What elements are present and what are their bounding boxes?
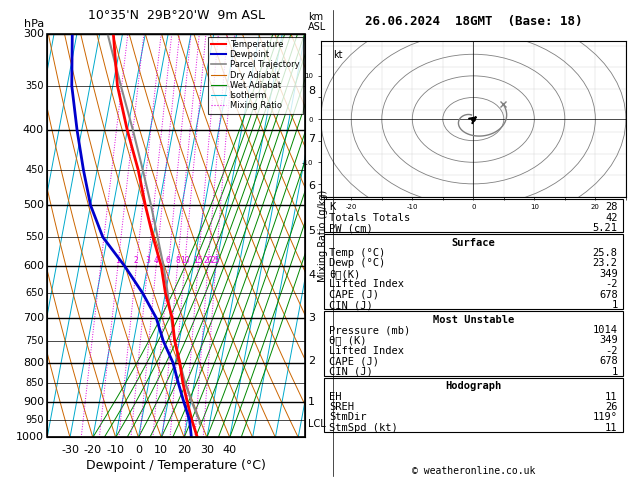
Text: 650: 650 bbox=[26, 288, 44, 298]
Text: 1: 1 bbox=[611, 300, 618, 310]
Text: PW (cm): PW (cm) bbox=[329, 223, 373, 233]
Text: 1: 1 bbox=[611, 367, 618, 377]
Text: 6: 6 bbox=[308, 181, 315, 191]
Text: 349: 349 bbox=[599, 335, 618, 346]
Text: K: K bbox=[329, 202, 335, 212]
Text: 7: 7 bbox=[308, 134, 315, 144]
Text: 3: 3 bbox=[145, 256, 150, 265]
Text: 23.2: 23.2 bbox=[593, 259, 618, 268]
Text: 2: 2 bbox=[134, 256, 138, 265]
Text: Dewpoint / Temperature (°C): Dewpoint / Temperature (°C) bbox=[86, 459, 266, 472]
Text: -20: -20 bbox=[84, 445, 102, 455]
Text: CIN (J): CIN (J) bbox=[329, 367, 373, 377]
Text: 678: 678 bbox=[599, 290, 618, 300]
Text: 11: 11 bbox=[605, 423, 618, 433]
Text: 119°: 119° bbox=[593, 413, 618, 422]
Text: 5.21: 5.21 bbox=[593, 223, 618, 233]
Text: © weatheronline.co.uk: © weatheronline.co.uk bbox=[411, 466, 535, 476]
Text: Dewp (°C): Dewp (°C) bbox=[329, 259, 385, 268]
Text: 1000: 1000 bbox=[16, 433, 44, 442]
Text: Mixing Ratio (g/kg): Mixing Ratio (g/kg) bbox=[318, 190, 328, 282]
Text: 850: 850 bbox=[26, 378, 44, 388]
Text: 6: 6 bbox=[166, 256, 171, 265]
Text: 1014: 1014 bbox=[593, 325, 618, 335]
Text: 30: 30 bbox=[200, 445, 214, 455]
Text: 0: 0 bbox=[135, 445, 142, 455]
Text: 5: 5 bbox=[308, 226, 315, 236]
Text: 8: 8 bbox=[175, 256, 180, 265]
Text: θᴄ(K): θᴄ(K) bbox=[329, 269, 360, 279]
Text: kt: kt bbox=[333, 50, 343, 60]
Text: 25: 25 bbox=[211, 256, 221, 265]
Text: 28: 28 bbox=[605, 202, 618, 212]
Text: CAPE (J): CAPE (J) bbox=[329, 290, 379, 300]
Text: 678: 678 bbox=[599, 356, 618, 366]
Text: km
ASL: km ASL bbox=[308, 12, 326, 32]
Text: Hodograph: Hodograph bbox=[445, 381, 501, 391]
Text: Most Unstable: Most Unstable bbox=[433, 314, 514, 325]
Text: Totals Totals: Totals Totals bbox=[329, 213, 410, 223]
Text: 4: 4 bbox=[153, 256, 159, 265]
Text: 3: 3 bbox=[308, 313, 315, 323]
Text: θᴄ (K): θᴄ (K) bbox=[329, 335, 367, 346]
Legend: Temperature, Dewpoint, Parcel Trajectory, Dry Adiabat, Wet Adiabat, Isotherm, Mi: Temperature, Dewpoint, Parcel Trajectory… bbox=[208, 36, 303, 114]
Text: -10: -10 bbox=[107, 445, 125, 455]
Text: 11: 11 bbox=[605, 392, 618, 401]
Text: 40: 40 bbox=[223, 445, 237, 455]
Text: 400: 400 bbox=[23, 125, 44, 136]
Text: 550: 550 bbox=[25, 232, 44, 242]
Text: -30: -30 bbox=[61, 445, 79, 455]
Text: CAPE (J): CAPE (J) bbox=[329, 356, 379, 366]
Text: Surface: Surface bbox=[452, 238, 495, 247]
Text: 10°35'N  29B°20'W  9m ASL: 10°35'N 29B°20'W 9m ASL bbox=[87, 9, 265, 22]
Text: 20: 20 bbox=[203, 256, 213, 265]
Text: Lifted Index: Lifted Index bbox=[329, 346, 404, 356]
Text: 26.06.2024  18GMT  (Base: 18): 26.06.2024 18GMT (Base: 18) bbox=[365, 15, 582, 28]
Text: EH: EH bbox=[329, 392, 342, 401]
Text: 1: 1 bbox=[116, 256, 120, 265]
Text: 900: 900 bbox=[23, 397, 44, 407]
Text: 950: 950 bbox=[26, 415, 44, 425]
Text: 25.8: 25.8 bbox=[593, 248, 618, 258]
Text: 450: 450 bbox=[26, 165, 44, 175]
Text: 1: 1 bbox=[308, 397, 315, 407]
Text: 10: 10 bbox=[180, 256, 189, 265]
Text: CIN (J): CIN (J) bbox=[329, 300, 373, 310]
Text: LCL: LCL bbox=[308, 419, 325, 429]
Text: 600: 600 bbox=[23, 261, 44, 271]
Text: 800: 800 bbox=[23, 358, 44, 367]
Text: Lifted Index: Lifted Index bbox=[329, 279, 404, 289]
Text: StmSpd (kt): StmSpd (kt) bbox=[329, 423, 398, 433]
Text: 26: 26 bbox=[605, 402, 618, 412]
Text: 42: 42 bbox=[605, 213, 618, 223]
Text: 350: 350 bbox=[26, 81, 44, 91]
Text: StmDir: StmDir bbox=[329, 413, 367, 422]
Text: 750: 750 bbox=[25, 336, 44, 346]
Text: -2: -2 bbox=[605, 279, 618, 289]
Text: 2: 2 bbox=[308, 356, 315, 365]
Text: -2: -2 bbox=[605, 346, 618, 356]
Text: 4: 4 bbox=[308, 270, 315, 280]
Text: 15: 15 bbox=[193, 256, 203, 265]
Text: 10: 10 bbox=[154, 445, 169, 455]
Text: Temp (°C): Temp (°C) bbox=[329, 248, 385, 258]
Text: 700: 700 bbox=[23, 313, 44, 323]
Text: 300: 300 bbox=[23, 29, 44, 39]
Text: 8: 8 bbox=[308, 87, 315, 96]
Text: Pressure (mb): Pressure (mb) bbox=[329, 325, 410, 335]
Text: 20: 20 bbox=[177, 445, 191, 455]
Text: 500: 500 bbox=[23, 200, 44, 210]
Text: SREH: SREH bbox=[329, 402, 354, 412]
Text: 349: 349 bbox=[599, 269, 618, 279]
Text: hPa: hPa bbox=[24, 19, 44, 29]
